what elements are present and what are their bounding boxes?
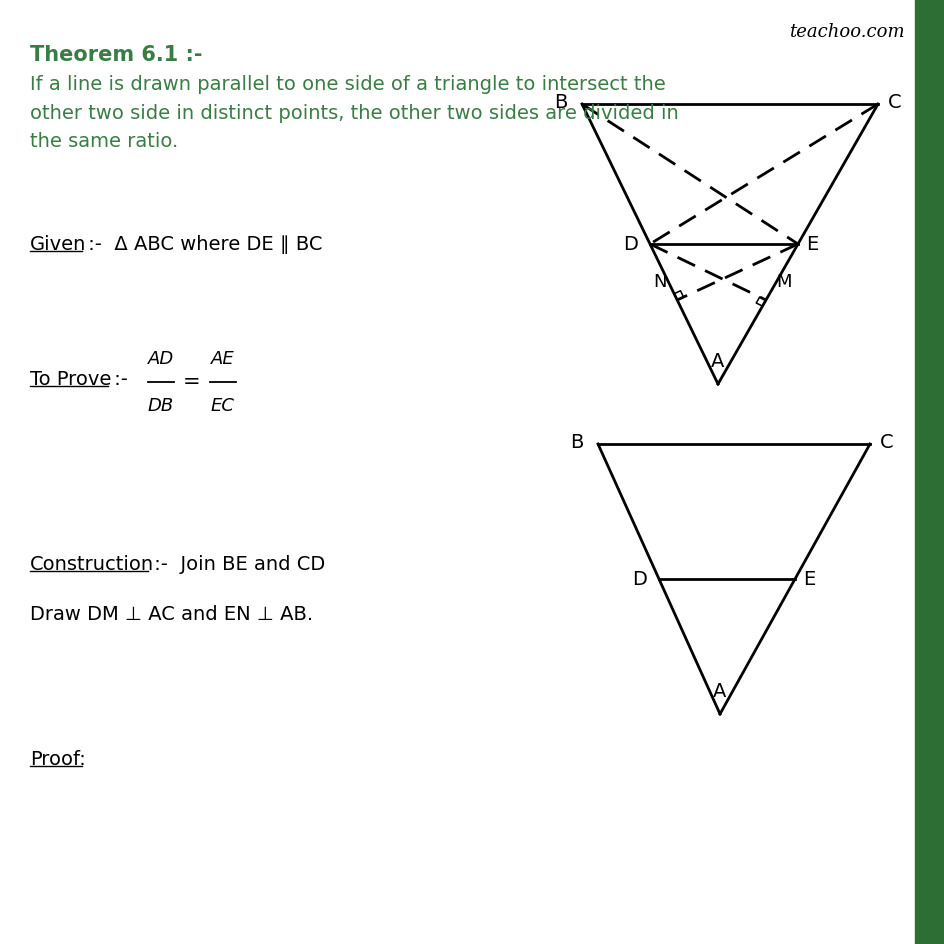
Text: AD: AD: [147, 349, 174, 367]
Bar: [914, 0, 944, 944]
Text: To Prove: To Prove: [30, 370, 111, 389]
Text: A: A: [711, 351, 724, 371]
Text: Given: Given: [30, 235, 86, 254]
Text: AE: AE: [211, 349, 235, 367]
Text: Proof:: Proof:: [30, 750, 86, 768]
Text: :-  Δ ABC where DE ∥ BC: :- Δ ABC where DE ∥ BC: [82, 235, 322, 254]
Text: B: B: [570, 433, 583, 452]
Text: Draw DM ⊥ AC and EN ⊥ AB.: Draw DM ⊥ AC and EN ⊥ AB.: [30, 604, 312, 623]
Text: teachoo.com: teachoo.com: [788, 23, 904, 41]
Text: Theorem 6.1 :-: Theorem 6.1 :-: [30, 45, 202, 65]
Text: Construction: Construction: [30, 554, 154, 573]
Text: C: C: [887, 93, 901, 112]
Text: B: B: [554, 93, 567, 112]
Text: E: E: [805, 235, 818, 254]
Text: :-  Join BE and CD: :- Join BE and CD: [148, 554, 325, 573]
Text: EC: EC: [211, 396, 235, 414]
Text: N: N: [653, 273, 666, 291]
Text: :-: :-: [108, 370, 134, 389]
Text: E: E: [802, 570, 815, 589]
Text: If a line is drawn parallel to one side of a triangle to intersect the
other two: If a line is drawn parallel to one side …: [30, 75, 678, 151]
Text: C: C: [879, 433, 893, 452]
Text: =: =: [183, 372, 201, 392]
Text: D: D: [632, 570, 647, 589]
Text: DB: DB: [147, 396, 174, 414]
Text: D: D: [622, 235, 637, 254]
Text: A: A: [713, 682, 726, 700]
Text: M: M: [775, 273, 791, 291]
